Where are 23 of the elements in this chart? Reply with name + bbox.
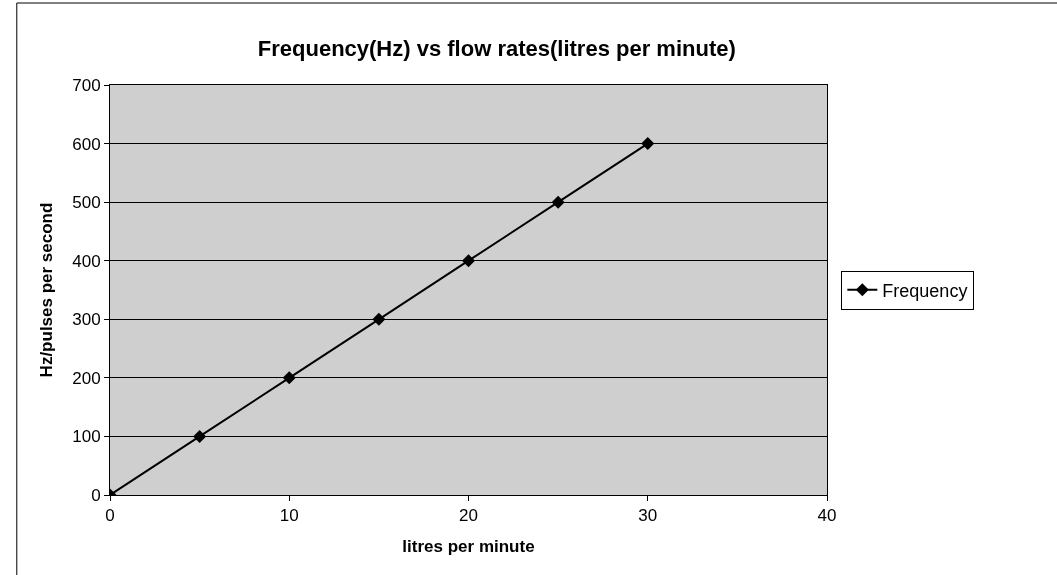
point — [641, 137, 655, 151]
y-tick-label: 300 — [72, 310, 101, 330]
x-tick-label: 0 — [105, 506, 115, 526]
point — [193, 429, 207, 443]
legend-label: Frequency — [882, 280, 968, 301]
y-tick-label: 700 — [72, 75, 101, 95]
point — [462, 254, 475, 268]
point — [551, 195, 565, 209]
y-tick-label: 0 — [91, 485, 101, 505]
point — [282, 371, 296, 385]
x-tick-label: 10 — [279, 506, 299, 526]
x-tick-label: 40 — [817, 506, 837, 526]
y-tick-label: 200 — [72, 368, 101, 388]
point — [372, 312, 386, 326]
x-tick-label: 30 — [638, 506, 658, 526]
chart-title: Frequency(Hz) vs flow rates(litres per minute) — [257, 35, 736, 61]
y-axis-title: Hz/pulses per second — [36, 202, 56, 378]
y-tick-label: 600 — [72, 134, 101, 154]
y-tick-label: 100 — [72, 427, 101, 447]
x-tick-label: 20 — [459, 506, 478, 526]
y-tick-label: 400 — [72, 251, 101, 271]
x-axis-title: litres per minute — [402, 536, 535, 556]
y-tick-label: 500 — [72, 193, 101, 213]
